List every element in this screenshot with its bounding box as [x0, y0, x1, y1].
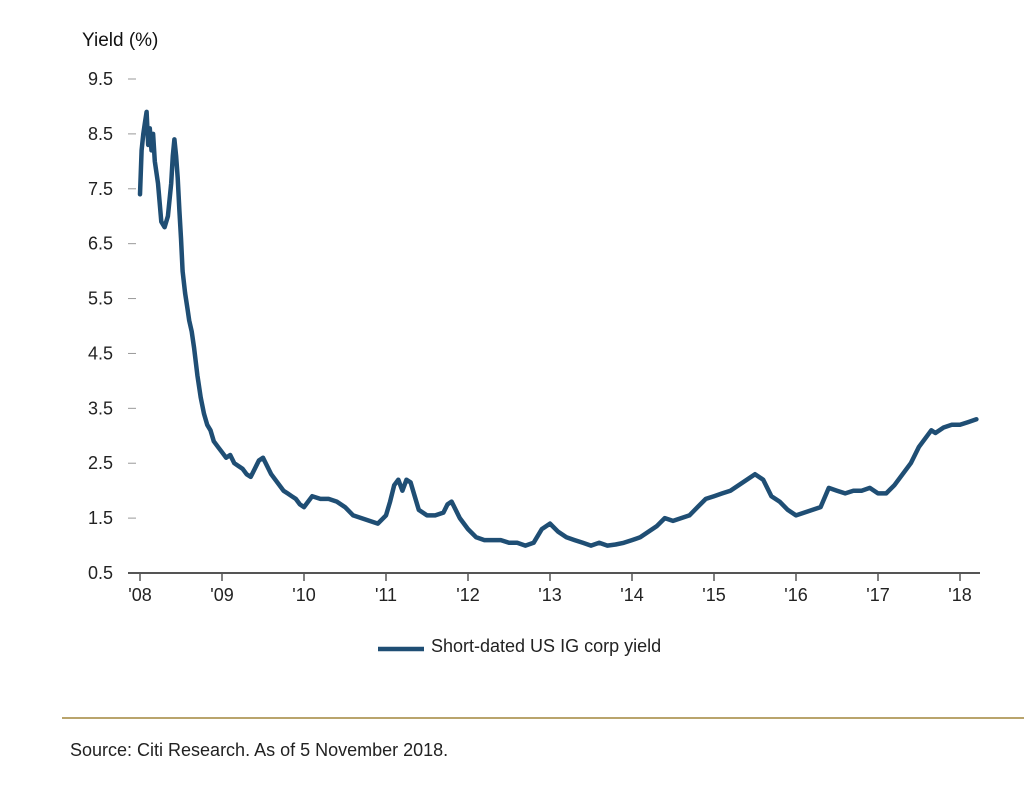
- x-tick-label: '12: [456, 585, 479, 605]
- y-tick-label: 2.5: [88, 453, 113, 473]
- x-tick-label: '13: [538, 585, 561, 605]
- legend-label: Short-dated US IG corp yield: [431, 636, 661, 656]
- y-axis: 9.5 8.5 7.5 6.5 5.5 4.5 3.5 2.5 1.5 0.5: [88, 69, 136, 583]
- x-tick-label: '15: [702, 585, 725, 605]
- source-note: Source: Citi Research. As of 5 November …: [70, 740, 449, 760]
- y-tick-label: 6.5: [88, 234, 113, 254]
- x-tick-label: '16: [784, 585, 807, 605]
- x-tick-label: '18: [948, 585, 971, 605]
- y-tick-label: 8.5: [88, 124, 113, 144]
- x-tick-label: '11: [375, 585, 397, 605]
- yield-line-chart: Yield (%) 9.5 8.5 7.5 6.5 5.5 4.5 3.5 2.5 1.5 0.5…: [82, 30, 980, 656]
- series-line-short-dated-us-ig-corp-yield: [137, 109, 979, 548]
- footer-divider: [62, 717, 1024, 719]
- y-tick-label: 7.5: [88, 179, 113, 199]
- y-axis-title: Yield (%): [82, 30, 158, 51]
- x-tick-label: '14: [620, 585, 643, 605]
- y-tick-label: 0.5: [88, 563, 113, 583]
- x-axis: '08 '09 '10 '11 '12 '13 '14 '15 '16 '17 '18: [128, 573, 972, 605]
- x-tick-label: '08: [128, 585, 151, 605]
- y-tick-label: 9.5: [88, 69, 113, 89]
- legend: Short-dated US IG corp yield: [378, 636, 661, 656]
- x-tick-label: '09: [210, 585, 233, 605]
- y-tick-label: 5.5: [88, 289, 113, 309]
- y-tick-label: 3.5: [88, 398, 113, 418]
- y-tick-label: 4.5: [88, 343, 113, 363]
- x-tick-label: '10: [292, 585, 315, 605]
- x-tick-label: '17: [866, 585, 889, 605]
- y-tick-label: 1.5: [88, 508, 113, 528]
